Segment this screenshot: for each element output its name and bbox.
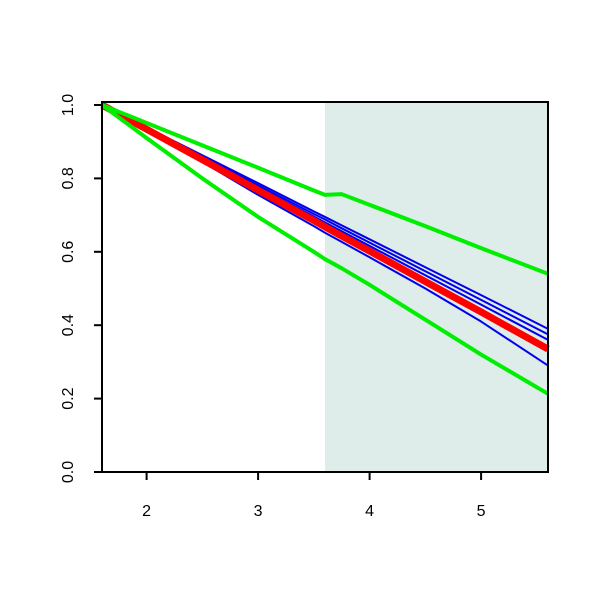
x-tick-label: 2 <box>142 503 151 520</box>
series-line <box>100 101 550 353</box>
y-tick-label: 1.0 <box>60 94 77 116</box>
y-tick-label: 0.8 <box>60 167 77 189</box>
plot-frame <box>101 101 549 473</box>
x-tick-label: 5 <box>477 503 486 520</box>
y-tick-label: 0.2 <box>60 387 77 409</box>
y-tick-label: 0.6 <box>60 241 77 263</box>
y-tick-label: 0.0 <box>60 461 77 483</box>
x-tick-label: 3 <box>254 503 263 520</box>
x-tick-label: 4 <box>365 503 374 520</box>
y-tick-label: 0.4 <box>60 314 77 336</box>
series-line <box>100 103 550 396</box>
series-line <box>101 103 549 276</box>
